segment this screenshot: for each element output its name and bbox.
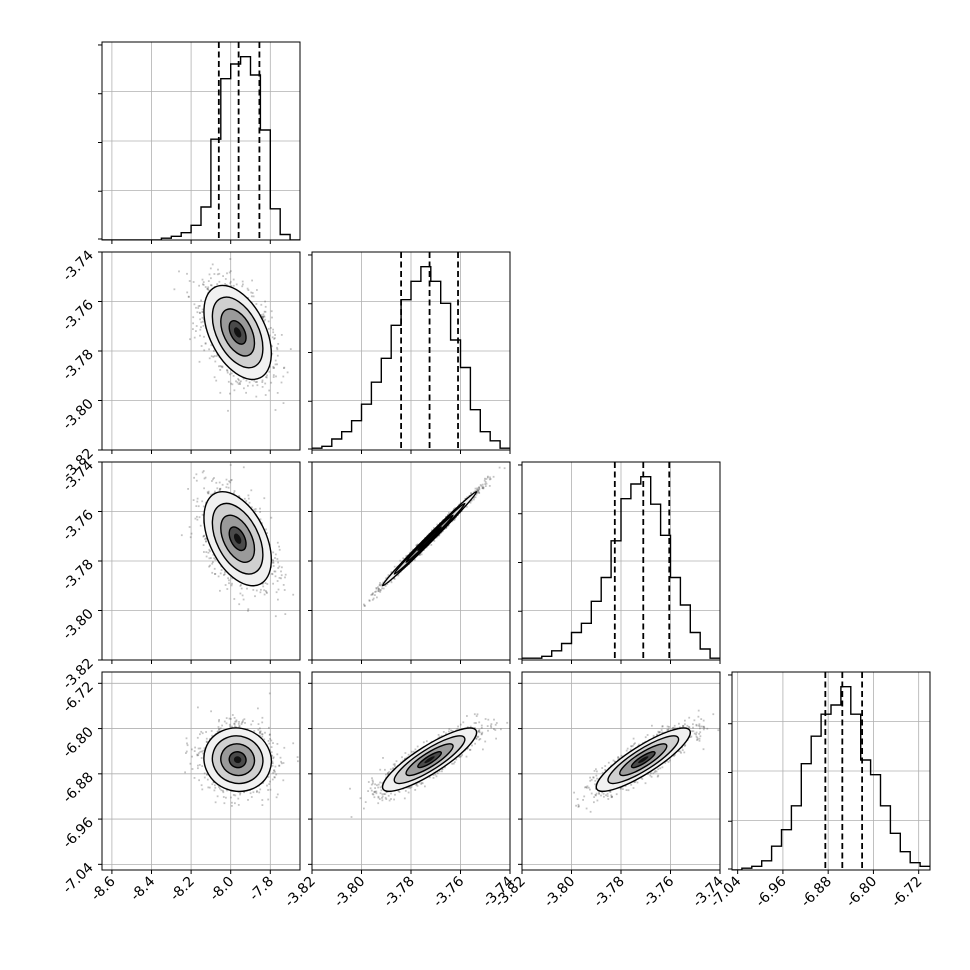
density-fill: [638, 756, 649, 764]
panel-frame: [311, 251, 511, 451]
y-tick-label: -3.78: [60, 557, 97, 594]
panel-3-1: [308, 671, 511, 874]
contour-3: [381, 727, 478, 793]
contour-1: [619, 743, 668, 777]
panel-1-0: [98, 251, 301, 454]
contour-3: [595, 727, 691, 793]
panel-frame: [101, 251, 301, 451]
x-tick-label: -3.76: [430, 873, 467, 910]
panel-frame: [311, 671, 511, 871]
histogram-0: [102, 56, 300, 240]
contour-1: [220, 308, 256, 357]
y-tick-label: -3.74: [60, 247, 97, 284]
panel-2-0: [98, 461, 301, 664]
contour-2: [211, 502, 264, 575]
panel-3-2: [518, 671, 721, 874]
x-tick-label: -3.80: [331, 874, 368, 911]
contour-0: [228, 751, 247, 769]
contour-1: [405, 743, 454, 777]
x-tick-label: -6.80: [843, 874, 880, 911]
panel-2-1: [308, 461, 511, 664]
panel-frame: [311, 461, 511, 661]
contour-2: [211, 296, 264, 369]
density-fill: [233, 533, 242, 544]
panel-frame: [101, 671, 301, 871]
contour-3: [203, 727, 272, 793]
density-fill: [233, 327, 242, 338]
x-tick-label: -6.72: [889, 874, 926, 911]
contour-1: [405, 514, 454, 563]
x-tick-label: -3.80: [541, 874, 578, 911]
x-tick-label: -8.6: [88, 873, 119, 904]
y-tick-label: -3.78: [60, 347, 97, 384]
panel-0-0: [98, 41, 301, 244]
contour-1: [220, 514, 256, 563]
panel-frame: [101, 41, 301, 241]
contour-2: [393, 502, 466, 575]
y-tick-label: -3.80: [60, 396, 97, 433]
x-tick-label: -6.88: [798, 874, 835, 911]
x-tick-label: -6.96: [753, 873, 790, 910]
panel-3-3: [728, 671, 931, 874]
contour-2: [211, 735, 264, 785]
y-tick-label: -3.76: [60, 507, 97, 544]
panel-3-0: [98, 671, 301, 874]
x-tick-label: -8.4: [128, 873, 159, 904]
contour-2: [393, 735, 466, 785]
panel-frame: [521, 671, 721, 871]
histogram-2: [522, 476, 720, 659]
contour-0: [630, 751, 656, 769]
histogram-3: [732, 686, 930, 870]
x-tick-label: -3.76: [640, 873, 677, 910]
panel-frame: [521, 461, 721, 661]
contour-3: [381, 490, 478, 587]
panel-frame: [101, 461, 301, 661]
contour-0: [417, 751, 443, 769]
panel-2-2: [518, 461, 721, 664]
x-tick-label: -8.0: [207, 874, 238, 905]
density-fill: [233, 756, 242, 764]
x-tick-label: -7.8: [246, 874, 277, 905]
contour-3: [203, 490, 272, 587]
contour-3: [203, 284, 272, 381]
panel-1-1: [308, 251, 511, 454]
contour-2: [607, 735, 680, 785]
x-tick-label: -3.78: [381, 874, 418, 911]
y-tick-label: -6.96: [60, 815, 97, 852]
x-tick-label: -3.78: [591, 874, 628, 911]
y-tick-label: -3.80: [60, 606, 97, 643]
density-fill: [424, 756, 435, 764]
contour-0: [228, 319, 247, 345]
density-fill: [424, 533, 435, 544]
contour-0: [228, 526, 247, 552]
y-tick-label: -6.88: [60, 769, 97, 806]
contour-1: [220, 743, 256, 777]
x-tick-label: -8.2: [167, 874, 198, 905]
x-tick-label: -3.82: [282, 874, 319, 911]
y-tick-label: -3.76: [60, 297, 97, 334]
contour-0: [417, 526, 443, 552]
histogram-1: [312, 266, 510, 449]
panel-frame: [731, 671, 931, 871]
y-tick-label: -6.80: [60, 724, 97, 761]
